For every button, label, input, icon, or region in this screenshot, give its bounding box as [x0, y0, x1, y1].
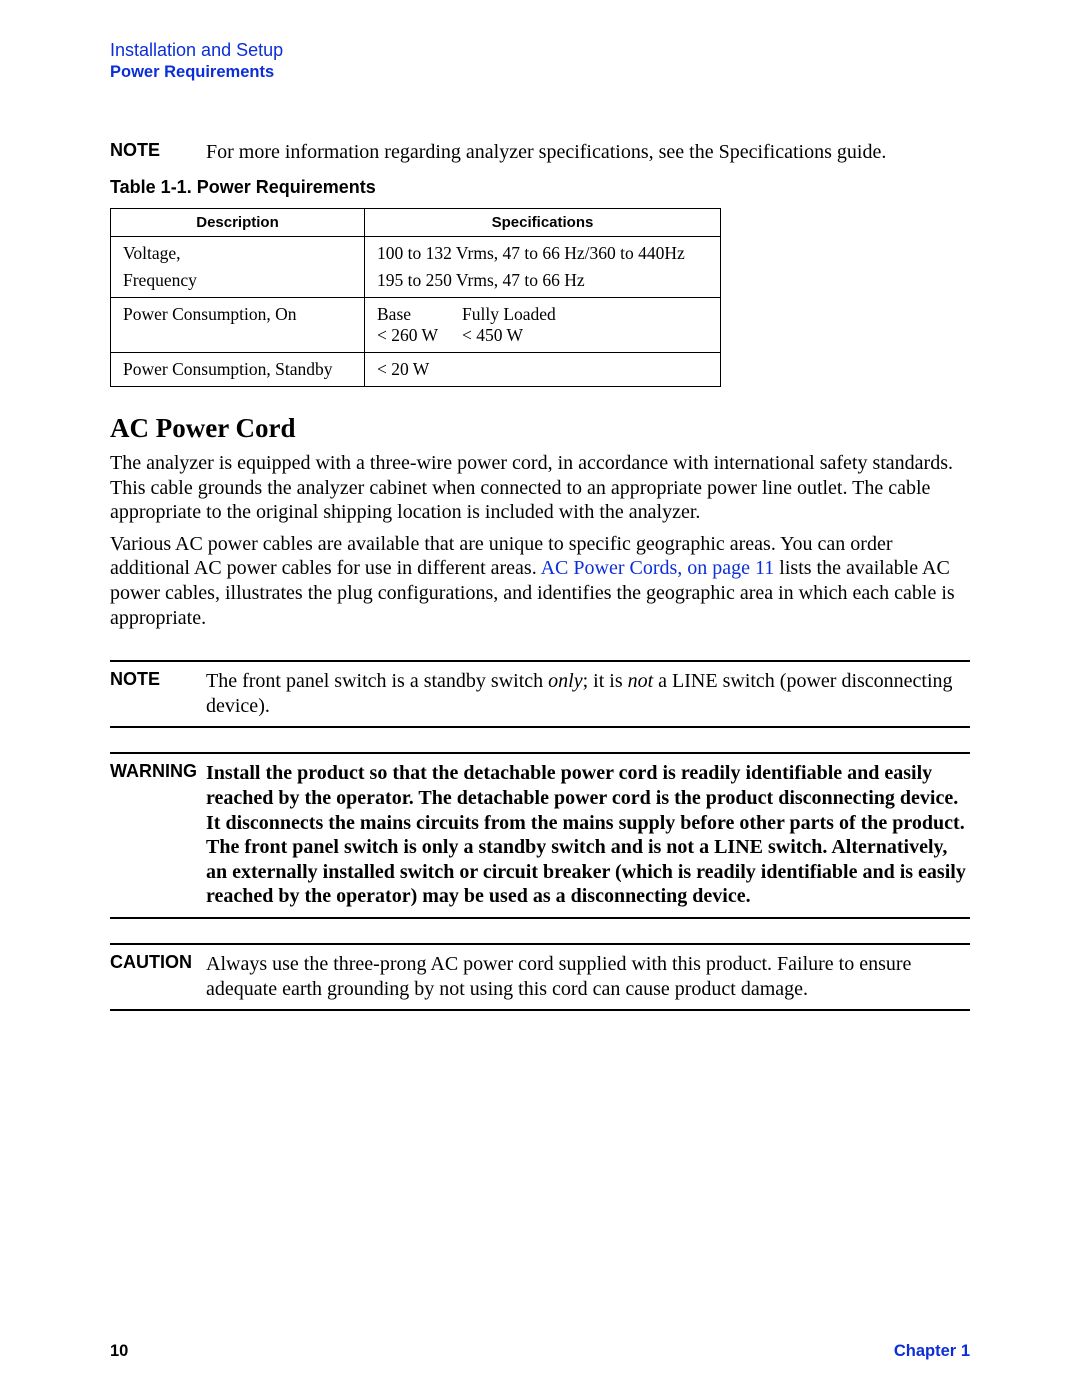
note-text: For more information regarding analyzer …: [206, 140, 886, 165]
cell-line: Fully Loaded: [462, 304, 556, 325]
cell-line: Base: [377, 304, 462, 325]
caution-text: Always use the three-prong AC power cord…: [206, 952, 970, 1001]
table-cell: 100 to 132 Vrms, 47 to 66 Hz/360 to 440H…: [365, 237, 721, 298]
table-header-specifications: Specifications: [365, 209, 721, 237]
breadcrumb-section: Installation and Setup: [110, 40, 970, 61]
paragraph: Various AC power cables are available th…: [110, 532, 970, 630]
cell-line: 100 to 132 Vrms, 47 to 66 Hz/360 to 440H…: [377, 243, 708, 264]
table-cell: < 20 W: [365, 353, 721, 387]
italic-text: not: [628, 670, 654, 692]
note-block-1: NOTE For more information regarding anal…: [110, 140, 970, 165]
caution-label: CAUTION: [110, 952, 206, 1001]
cell-line: Voltage,: [123, 243, 352, 264]
table-caption: Table 1-1. Power Requirements: [110, 177, 970, 198]
text: ; it is: [583, 670, 628, 692]
caution-block: CAUTION Always use the three-prong AC po…: [110, 943, 970, 1011]
table-header-description: Description: [111, 209, 365, 237]
table-cell: Voltage, Frequency: [111, 237, 365, 298]
warning-block: WARNING Install the product so that the …: [110, 752, 970, 919]
table-cell: Base < 260 W Fully Loaded < 450 W: [365, 298, 721, 353]
link-ac-power-cords[interactable]: AC Power Cords, on page 11: [541, 557, 775, 579]
page-number: 10: [110, 1342, 128, 1361]
rule: [110, 1009, 970, 1011]
cell-line: < 260 W: [377, 325, 462, 346]
cell-line: 195 to 250 Vrms, 47 to 66 Hz: [377, 270, 708, 291]
italic-text: only: [548, 670, 582, 692]
cell-line: Frequency: [123, 270, 352, 291]
chapter-label[interactable]: Chapter 1: [894, 1342, 970, 1361]
table-row: Power Consumption, On Base < 260 W Fully…: [111, 298, 721, 353]
note-block-2: NOTE The front panel switch is a standby…: [110, 660, 970, 728]
document-page: Installation and Setup Power Requirement…: [0, 0, 1080, 1397]
cell-line: < 450 W: [462, 325, 556, 346]
heading-ac-power-cord: AC Power Cord: [110, 413, 970, 444]
paragraph: The analyzer is equipped with a three-wi…: [110, 451, 970, 525]
warning-label: WARNING: [110, 761, 206, 909]
rule: [110, 726, 970, 728]
table-cell: Power Consumption, On: [111, 298, 365, 353]
note-label: NOTE: [110, 140, 206, 165]
power-requirements-table: Description Specifications Voltage, Freq…: [110, 208, 721, 387]
page-footer: 10 Chapter 1: [110, 1342, 970, 1361]
note-label: NOTE: [110, 669, 206, 718]
rule: [110, 917, 970, 919]
note-text: The front panel switch is a standby swit…: [206, 669, 970, 718]
warning-text: Install the product so that the detachab…: [206, 761, 970, 909]
text: The front panel switch is a standby swit…: [206, 670, 548, 692]
table-row: Voltage, Frequency 100 to 132 Vrms, 47 t…: [111, 237, 721, 298]
breadcrumb-subsection: Power Requirements: [110, 63, 970, 82]
table-row: Power Consumption, Standby < 20 W: [111, 353, 721, 387]
table-cell: Power Consumption, Standby: [111, 353, 365, 387]
